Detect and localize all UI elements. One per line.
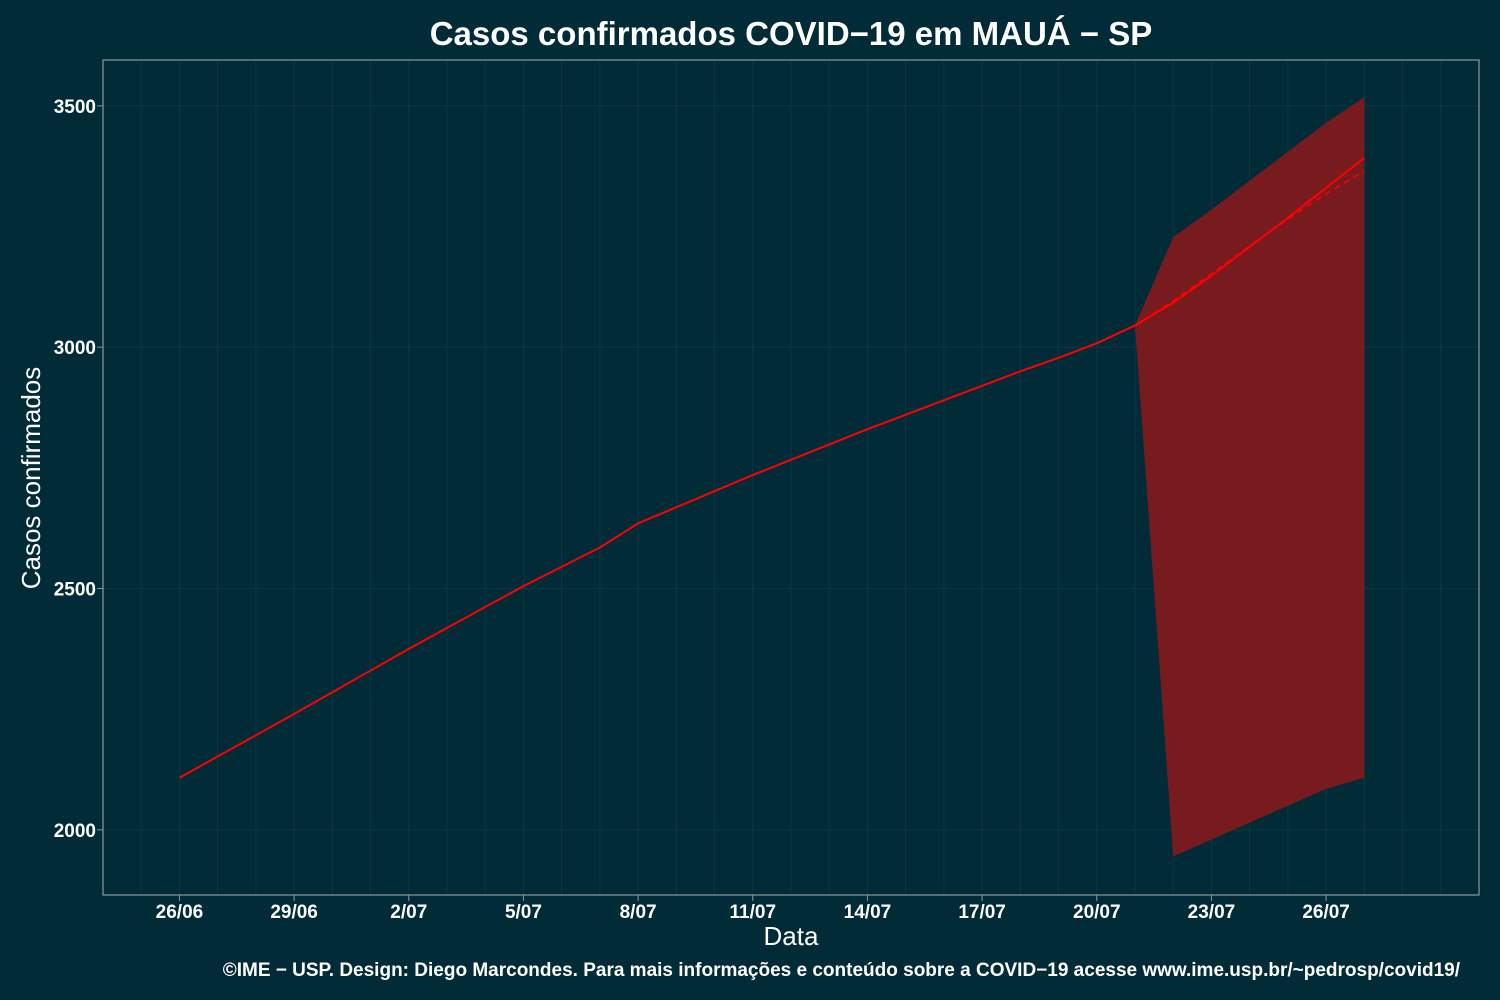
- y-tick-label: 2500: [54, 580, 96, 601]
- x-tick-label: 20/07: [1073, 902, 1121, 923]
- x-tick-label: 14/07: [844, 902, 892, 923]
- y-tick-label: 3000: [54, 338, 96, 359]
- confidence-band-layer: [1135, 97, 1365, 857]
- x-tick-label: 11/07: [730, 902, 777, 923]
- x-tick-label: 8/07: [620, 902, 657, 923]
- x-tick-label: 5/07: [505, 902, 542, 923]
- x-tick-label: 2/07: [390, 902, 427, 923]
- series-line-observed: [178, 324, 1136, 779]
- x-tick-label: 26/06: [156, 902, 204, 923]
- chart-title: Casos confirmados COVID−19 em MAUÁ − SP: [430, 15, 1153, 52]
- x-axis-title: Data: [764, 921, 819, 951]
- x-tick-label: 17/07: [958, 902, 1006, 923]
- series-layer: [178, 157, 1365, 779]
- series-line-forecast: [1134, 157, 1365, 327]
- x-tick-label: 29/06: [270, 902, 318, 923]
- y-axis-title: Casos confirmados: [16, 367, 46, 590]
- y-axis-ticks: 2000 2500 3000 3500: [54, 97, 103, 842]
- y-tick-label: 2000: [54, 821, 96, 842]
- panel-border: [102, 59, 1480, 896]
- x-axis-ticks: 26/06 29/06 2/07 5/07 8/07 11/07 14/07 17/07 20/…: [156, 895, 1350, 923]
- series-line-forecast-alt: [1134, 170, 1365, 327]
- forecast-confidence-band: [1135, 97, 1365, 857]
- caption-credit: ©IME − USP. Design: Diego Marcondes. Par…: [223, 960, 1461, 981]
- x-tick-label: 26/07: [1302, 902, 1350, 923]
- y-tick-label: 3500: [54, 97, 96, 118]
- x-tick-label: 23/07: [1188, 902, 1236, 923]
